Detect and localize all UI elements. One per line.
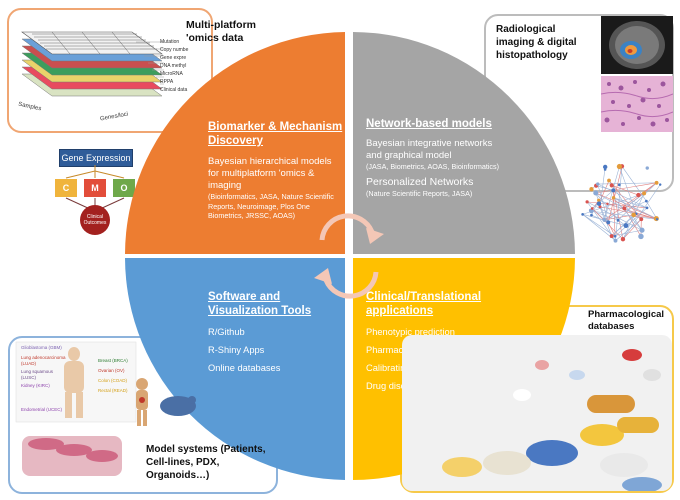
network-node: [636, 192, 641, 198]
personalized-networks-label: Personalized Networks: [366, 175, 474, 188]
network-node: [620, 237, 626, 242]
network-node: [623, 223, 629, 229]
layer-label-rppa: RPPA: [160, 79, 174, 85]
network-node: [611, 188, 616, 193]
omics-stack-illustration: [21, 31, 164, 97]
network-node: [654, 180, 659, 185]
cancer-label-lusc: Lung squamous (LUSC): [21, 369, 54, 380]
software-item-github: R/Github: [208, 327, 245, 337]
network-node: [609, 183, 614, 188]
network-node: [644, 199, 648, 203]
mri-brain-image: [601, 16, 673, 74]
network-node: [606, 220, 611, 225]
network-node: [642, 191, 647, 196]
software-item-shiny: R-Shiny Apps: [208, 345, 265, 355]
layer-label-microrna: MicroRNA: [160, 71, 183, 77]
network-node: [645, 166, 649, 170]
gene-box-c: C: [55, 179, 77, 197]
quadrant-gray: [353, 32, 575, 254]
quadrant-orange: [125, 32, 345, 254]
omics-panel-title: Multi-platform 'omics data: [186, 19, 256, 44]
gene-box-o: O: [113, 179, 135, 197]
network-node: [590, 213, 593, 217]
network-node: [616, 218, 620, 222]
network-refs: (JASA, Biometrics, AOAS, Bioinformatics): [366, 162, 500, 171]
network-node: [581, 213, 584, 216]
network-body: Bayesian integrative networks and graphi…: [366, 138, 493, 161]
gene-expression-box: Gene Expression: [59, 149, 133, 167]
network-node: [589, 209, 594, 214]
pharmacological-panel-title: Pharmacological databases: [588, 309, 665, 332]
network-node: [639, 217, 644, 222]
clinical-item-phenotypic: Phenotypic prediction: [366, 327, 455, 337]
network-node: [596, 201, 602, 206]
software-quadrant-text: Software and Visualization Tools R/Githu…: [208, 290, 336, 380]
network-node: [655, 218, 659, 221]
network-node: [631, 212, 636, 218]
network-node: [596, 182, 600, 186]
network-node: [609, 234, 614, 239]
software-heading: Software and Visualization Tools: [208, 291, 312, 317]
personalized-networks-refs: (Nature Scientific Reports, JASA): [366, 188, 473, 198]
pills-illustration: [402, 335, 672, 491]
network-node: [616, 163, 623, 170]
network-node: [590, 207, 594, 210]
biomarker-quadrant-text: Biomarker & Mechanism Discovery Bayesian…: [208, 120, 350, 221]
clinical-outcomes-node: Clinical Outcomes: [80, 205, 110, 235]
clinical-heading: Clinical/Translational applications: [366, 291, 482, 317]
network-quadrant-text: Network-based models Bayesian integrativ…: [366, 117, 506, 198]
network-node: [585, 200, 589, 204]
network-node: [593, 190, 599, 196]
network-node: [607, 178, 611, 183]
network-node: [603, 164, 608, 170]
biomarker-refs: (Bioinformatics, JASA, Nature Scientific…: [208, 192, 334, 220]
network-node: [639, 227, 645, 233]
cycle-arrows-icon: [314, 213, 384, 299]
cancer-label-kirc: Kidney (KIRC): [21, 383, 50, 388]
network-node: [598, 205, 602, 209]
layer-label-gene-expression: Gene expre: [160, 55, 187, 61]
network-node: [611, 196, 616, 200]
network-node: [613, 238, 618, 243]
layer-label-mutation: Mutation: [160, 39, 180, 45]
cancer-label-ov: Ovarian (OV): [98, 368, 125, 373]
network-node: [622, 206, 627, 211]
quadrant-blue: [125, 258, 345, 480]
network-node: [645, 206, 649, 210]
network-node: [606, 202, 609, 206]
network-node: [602, 217, 607, 222]
layer-label-copy-number: Copy numbe: [160, 47, 189, 53]
network-graph-illustration: [581, 163, 662, 243]
software-item-databases: Online databases: [208, 363, 281, 373]
imaging-panel-title: Radiological imaging & digital histopath…: [496, 24, 577, 61]
cancer-label-coad: Colon (COAD): [98, 378, 128, 383]
network-node: [659, 183, 662, 186]
cancer-label-gbm: Glioblastoma (GBM): [21, 345, 62, 350]
network-heading: Network-based models: [366, 118, 492, 130]
network-node: [617, 183, 621, 187]
biomarker-heading: Biomarker & Mechanism Discovery: [208, 121, 343, 147]
cancer-label-ucec: Endometrial (UCEC): [21, 407, 63, 412]
network-node: [638, 233, 644, 240]
model-systems-title: Model systems (Patients, Cell-lines, PDX…: [146, 444, 266, 481]
network-node: [613, 234, 617, 238]
network-node: [597, 198, 601, 202]
layer-label-clinical-data: Clinical data: [160, 87, 188, 93]
cancer-label-brca: Breast (BRCA): [98, 358, 128, 363]
biomarker-body: Bayesian hierarchical models for multipl…: [208, 156, 332, 191]
gene-box-m: M: [84, 179, 106, 197]
network-node: [589, 187, 594, 192]
cancer-label-read: Rectal (READ): [98, 388, 128, 393]
model-systems-illustration: [15, 341, 196, 476]
histopathology-image: [601, 76, 673, 132]
cancer-label-luad: Lung adenocarcinoma (LUAD): [21, 355, 66, 366]
layer-label-dna-methylation: DNA methyl: [160, 63, 187, 69]
